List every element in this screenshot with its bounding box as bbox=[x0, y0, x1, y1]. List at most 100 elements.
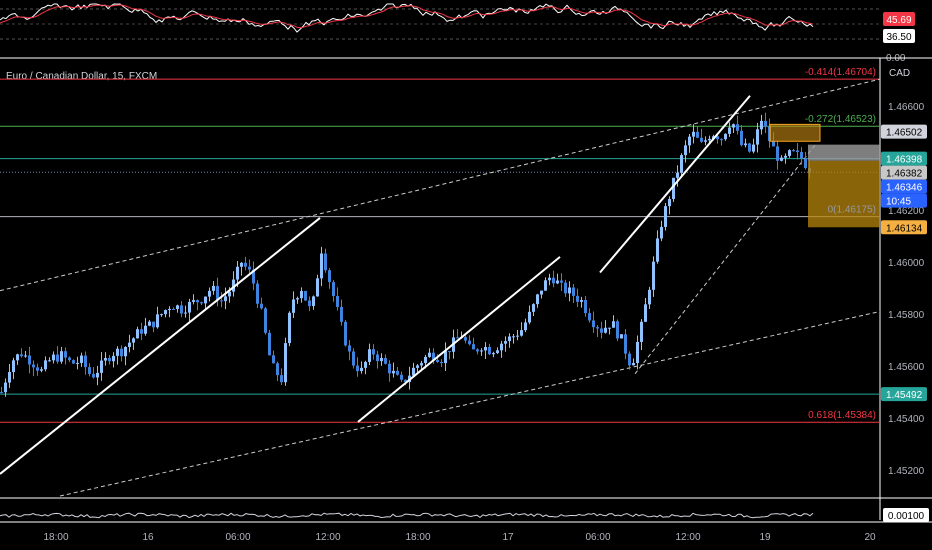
candle-body bbox=[248, 266, 251, 270]
candle-body bbox=[112, 355, 115, 362]
candle-body bbox=[796, 150, 799, 153]
time-tick-label: 06:00 bbox=[585, 532, 610, 543]
candle-body bbox=[540, 290, 543, 295]
price-tick-label: 1.45200 bbox=[888, 466, 925, 477]
candle-body bbox=[724, 133, 727, 140]
candle-body bbox=[60, 351, 63, 362]
candle-body bbox=[344, 321, 347, 346]
fib-labels: -0.414(1.46704) -0.272(1.46523) 0(1.46175)… bbox=[805, 67, 876, 421]
candle-body bbox=[636, 341, 639, 364]
candle-body bbox=[116, 348, 119, 356]
candle-body bbox=[100, 360, 103, 373]
candle-body bbox=[448, 351, 451, 353]
candle-body bbox=[504, 341, 507, 344]
candle-body bbox=[456, 337, 459, 339]
candle-body bbox=[764, 120, 767, 127]
candle-body bbox=[52, 354, 55, 361]
symbol-title: Euro / Canadian Dollar, 15, FXCM bbox=[6, 71, 157, 82]
candle-body bbox=[300, 291, 303, 299]
candle-body bbox=[76, 362, 79, 364]
candle-body bbox=[552, 277, 555, 284]
candle-body bbox=[428, 352, 431, 357]
candle-body bbox=[200, 302, 203, 304]
candle-body bbox=[28, 355, 31, 365]
candle-body bbox=[212, 285, 215, 291]
candle-body bbox=[228, 291, 231, 297]
candle-body bbox=[188, 301, 191, 313]
candle-body bbox=[24, 355, 27, 357]
candle-body bbox=[564, 282, 567, 294]
candle-body bbox=[500, 343, 503, 351]
candle-body bbox=[216, 285, 219, 301]
time-tick-label: 19 bbox=[759, 532, 771, 543]
candle-body bbox=[568, 287, 571, 294]
candle-body bbox=[804, 158, 807, 169]
price-tag bbox=[881, 387, 927, 402]
price-tag bbox=[881, 220, 927, 235]
candle-body bbox=[432, 352, 435, 360]
candle-body bbox=[176, 305, 179, 309]
candle-body bbox=[264, 308, 267, 333]
candle-body bbox=[144, 325, 147, 334]
lower-channel-line bbox=[59, 310, 881, 497]
time-axis[interactable]: 18:00 16 06:00 12:00 18:00 17 06:00 12:00 19 20 bbox=[43, 532, 876, 543]
candle-body bbox=[664, 206, 667, 227]
candle-body bbox=[400, 374, 403, 380]
rsi-panel: 45.69 36.50 0.00 bbox=[0, 3, 915, 64]
time-tick-label: 16 bbox=[142, 532, 154, 543]
candle-body bbox=[784, 155, 787, 158]
candle-body bbox=[96, 372, 99, 378]
trend-lines[interactable] bbox=[0, 95, 751, 475]
candle-body bbox=[388, 363, 391, 374]
candle-body bbox=[392, 370, 395, 374]
candle-body bbox=[612, 321, 615, 328]
candle-body bbox=[260, 303, 263, 309]
entry-zone bbox=[769, 123, 821, 142]
candle-body bbox=[80, 355, 83, 363]
candle-body bbox=[732, 124, 735, 128]
rsi-signal-tag bbox=[883, 29, 915, 43]
candle-body bbox=[444, 351, 447, 364]
time-tick-label: 12:00 bbox=[315, 532, 340, 543]
candle-body bbox=[140, 329, 143, 334]
candle-body bbox=[312, 296, 315, 307]
candle-body bbox=[660, 226, 663, 239]
candle-body bbox=[48, 360, 51, 362]
candle-body bbox=[788, 150, 791, 156]
candle-body bbox=[780, 157, 783, 161]
candle-body bbox=[220, 300, 223, 302]
candle-body bbox=[268, 332, 271, 356]
price-tick-label: 1.45400 bbox=[888, 414, 925, 425]
volume-value-text: 0.00100 bbox=[888, 511, 925, 522]
candle-body bbox=[628, 353, 631, 366]
candle-body bbox=[380, 358, 383, 362]
trend-line bbox=[0, 217, 321, 475]
candle-body bbox=[348, 345, 351, 352]
candle-body bbox=[320, 253, 323, 279]
volume-panel: 0.00100 bbox=[0, 508, 929, 522]
candle-body bbox=[204, 296, 207, 304]
candle-body bbox=[496, 350, 499, 354]
candle-body bbox=[84, 355, 87, 368]
candle-body bbox=[676, 172, 679, 178]
candle-body bbox=[756, 129, 759, 145]
position-zones[interactable] bbox=[769, 123, 880, 228]
price-tag-text: 1.46346 bbox=[886, 183, 923, 194]
price-tick-label: 1.45800 bbox=[888, 310, 925, 321]
candle-body bbox=[640, 321, 643, 342]
candle-body bbox=[620, 334, 623, 339]
price-tag bbox=[881, 124, 927, 139]
candle-body bbox=[152, 321, 155, 328]
candle-body bbox=[584, 300, 587, 314]
candle-body bbox=[196, 300, 199, 303]
candle-body bbox=[136, 329, 139, 339]
price-tag bbox=[881, 193, 927, 208]
candle-body bbox=[304, 291, 307, 301]
candle-body bbox=[692, 131, 695, 137]
price-tag-text: 1.45492 bbox=[886, 390, 923, 401]
candle-body bbox=[792, 150, 795, 152]
candle-body bbox=[700, 137, 703, 142]
candle-body bbox=[520, 330, 523, 336]
candle-body bbox=[604, 327, 607, 333]
